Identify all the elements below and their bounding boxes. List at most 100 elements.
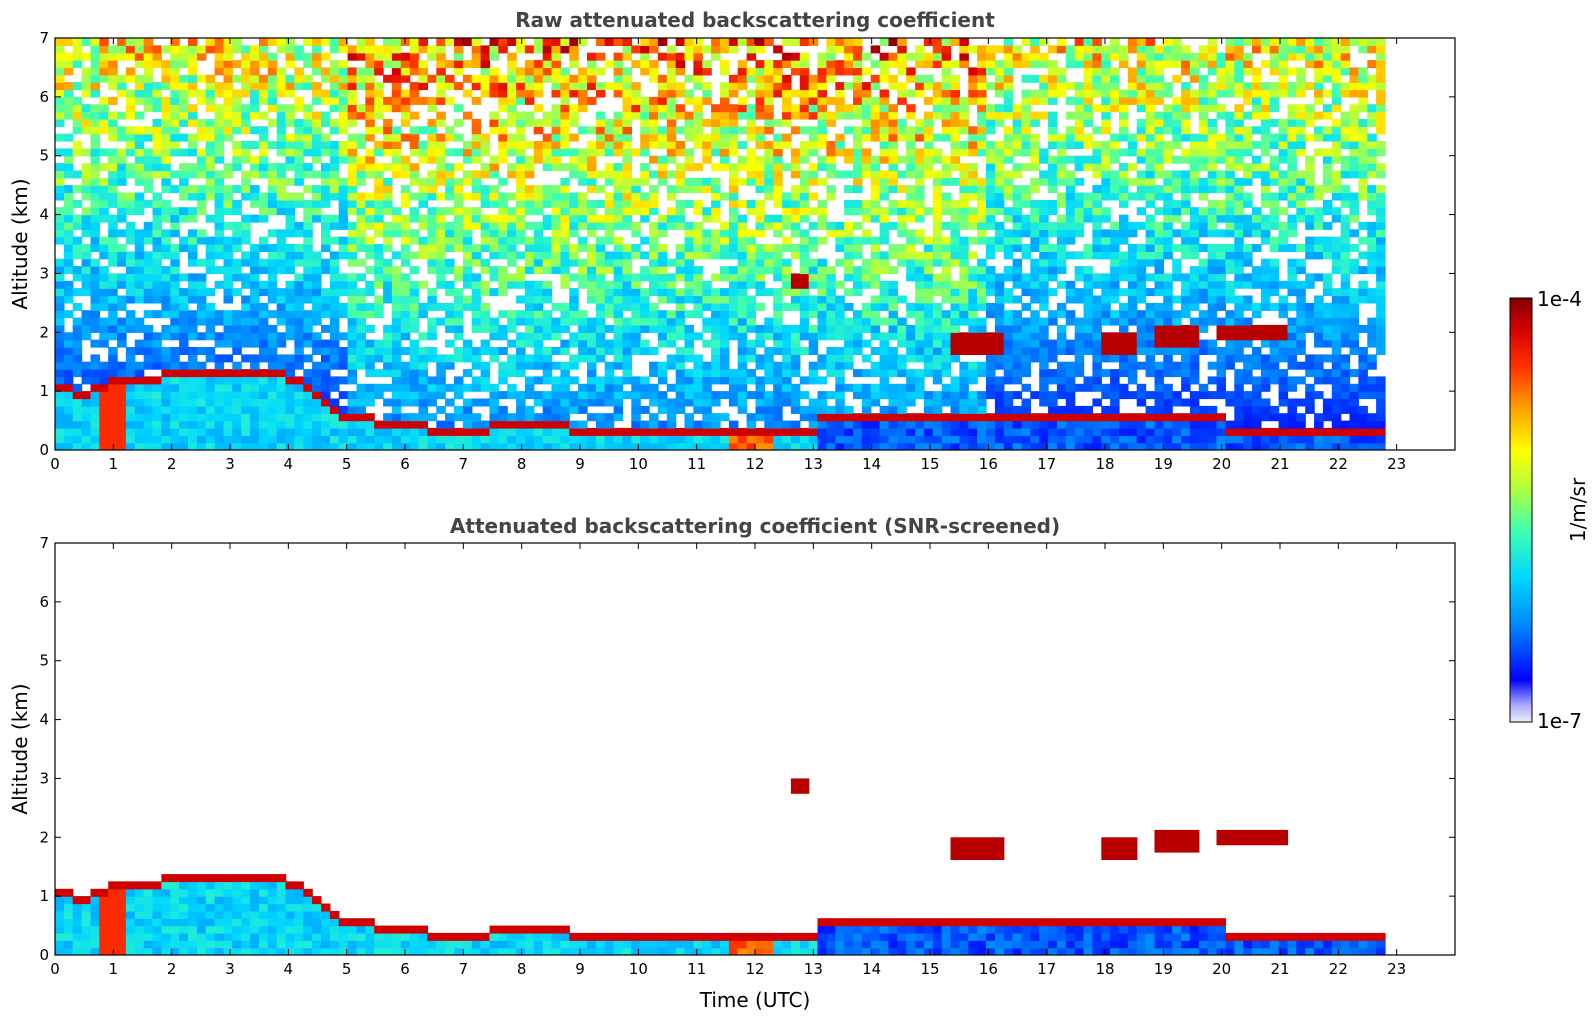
heatmap-cell xyxy=(267,38,278,46)
heatmap-cell xyxy=(338,280,349,289)
heatmap-cell xyxy=(1048,74,1058,83)
heatmap-cell xyxy=(383,96,393,105)
heatmap-cell xyxy=(356,111,366,120)
heatmap-cell xyxy=(205,324,216,333)
heatmap-cell xyxy=(595,67,606,76)
heatmap-cell xyxy=(799,244,810,252)
heatmap-cell xyxy=(418,199,428,208)
heatmap-cell xyxy=(728,74,739,83)
heatmap-cell xyxy=(622,155,632,164)
heatmap-cell xyxy=(241,273,251,282)
heatmap-cell xyxy=(622,427,632,436)
heatmap-cell xyxy=(720,236,730,245)
heatmap-cell xyxy=(1030,266,1040,275)
heatmap-cell xyxy=(799,413,810,422)
heatmap-cell xyxy=(853,89,863,98)
heatmap-cell xyxy=(418,302,428,311)
heatmap-cell xyxy=(888,38,898,46)
heatmap-cell xyxy=(241,391,251,400)
heatmap-cell xyxy=(844,251,854,260)
heatmap-cell xyxy=(214,148,225,157)
heatmap-cell xyxy=(897,126,907,135)
heatmap-cell xyxy=(941,295,952,304)
heatmap-cell xyxy=(223,295,233,304)
heatmap-cell xyxy=(666,67,677,76)
heatmap-cell xyxy=(63,280,74,289)
heatmap-cell xyxy=(498,251,508,260)
heatmap-cell xyxy=(587,369,597,378)
heatmap-cell xyxy=(188,383,198,392)
heatmap-cell xyxy=(835,141,845,149)
heatmap-cell xyxy=(1003,266,1014,275)
heatmap-cell xyxy=(1021,317,1031,326)
heatmap-cell xyxy=(1056,339,1067,348)
heatmap-cell xyxy=(241,310,251,319)
heatmap-cell xyxy=(782,273,792,282)
heatmap-cell xyxy=(276,236,287,245)
heatmap-cell xyxy=(81,126,92,135)
heatmap-cell xyxy=(587,339,597,348)
heatmap-cell xyxy=(179,376,189,385)
heatmap-cell xyxy=(1003,141,1014,149)
heatmap-cell xyxy=(542,405,553,414)
heatmap-cell xyxy=(507,170,517,179)
heatmap-cell xyxy=(383,60,393,69)
heatmap-cell xyxy=(170,405,180,414)
heatmap-cell xyxy=(179,111,189,120)
heatmap-cell xyxy=(684,133,694,142)
heatmap-cell xyxy=(853,185,863,194)
heatmap-cell xyxy=(63,96,74,105)
heatmap-cell xyxy=(986,207,996,216)
heatmap-cell xyxy=(666,383,677,392)
heatmap-cell xyxy=(196,391,207,400)
heatmap-cell xyxy=(959,38,969,46)
heatmap-cell xyxy=(870,383,881,392)
heatmap-cell xyxy=(418,214,428,223)
heatmap-cell xyxy=(489,82,499,91)
heatmap-cell xyxy=(152,221,162,230)
heatmap-cell xyxy=(950,60,960,69)
heatmap-cell xyxy=(720,339,730,348)
heatmap-cell xyxy=(72,118,83,127)
heatmap-cell xyxy=(844,236,854,245)
heatmap-cell xyxy=(72,442,83,450)
heatmap-cell xyxy=(365,60,375,69)
heatmap-cell xyxy=(861,413,872,422)
heatmap-cell xyxy=(329,148,340,157)
heatmap-cell xyxy=(99,405,109,414)
heatmap-cell xyxy=(1056,413,1067,422)
heatmap-cell xyxy=(551,383,561,392)
heatmap-cell xyxy=(1003,288,1014,297)
heatmap-cell xyxy=(303,74,313,83)
heatmap-cell xyxy=(728,221,739,230)
heatmap-cell xyxy=(143,177,154,186)
heatmap-cell xyxy=(773,133,783,142)
heatmap-cell xyxy=(1030,258,1040,267)
heatmap-cell xyxy=(90,244,100,252)
heatmap-cell xyxy=(409,324,420,333)
heatmap-cell xyxy=(143,324,154,333)
heatmap-cell xyxy=(853,148,863,157)
heatmap-cell xyxy=(400,89,411,98)
heatmap-cell xyxy=(799,96,810,105)
heatmap-cell xyxy=(196,148,207,157)
heatmap-cell xyxy=(214,133,225,142)
heatmap-cell xyxy=(728,398,739,407)
heatmap-cell xyxy=(879,118,890,127)
heatmap-cell xyxy=(817,273,827,282)
heatmap-cell xyxy=(516,229,526,238)
heatmap-cell xyxy=(622,317,632,326)
heatmap-cell xyxy=(471,376,482,385)
heatmap-cell xyxy=(968,177,978,186)
heatmap-cell xyxy=(294,391,304,400)
heatmap-cell xyxy=(782,133,792,142)
heatmap-cell xyxy=(702,141,712,149)
heatmap-cell xyxy=(267,192,278,201)
heatmap-cell xyxy=(152,199,162,208)
heatmap-cell xyxy=(613,361,624,370)
heatmap-cell xyxy=(870,60,881,69)
heatmap-cell xyxy=(1030,45,1040,54)
heatmap-cell xyxy=(223,244,233,252)
heatmap-cell xyxy=(977,111,987,120)
heatmap-cell xyxy=(808,170,819,179)
